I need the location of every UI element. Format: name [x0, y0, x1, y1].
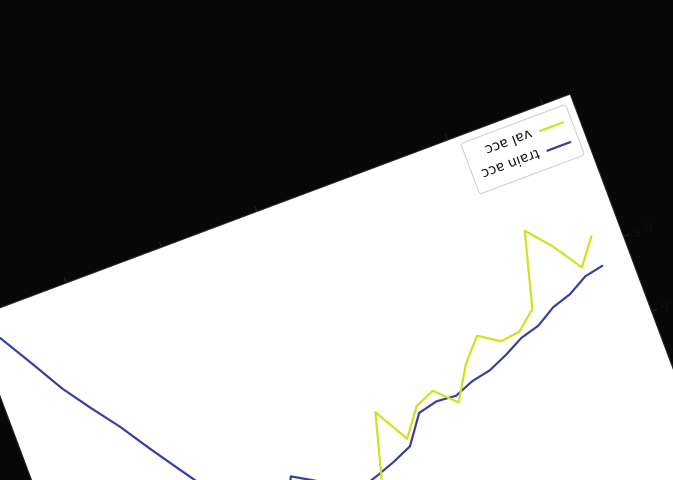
- x-tick-4: [158, 241, 163, 248]
- y-tick-label-1: 0.6: [658, 293, 673, 314]
- x-tick-3: [254, 205, 258, 212]
- y-tick-1: [651, 308, 658, 312]
- series-line-val-acc: [83, 229, 593, 480]
- x-tick-2: [349, 169, 353, 177]
- legend-swatch-1: [538, 121, 565, 133]
- y-tick-0: [623, 233, 630, 237]
- x-tick-1: [444, 134, 448, 141]
- series-line-train-acc: [0, 264, 604, 480]
- x-tick-0: [539, 98, 544, 105]
- legend-swatch-0: [546, 140, 572, 152]
- x-tick-5: [63, 277, 67, 284]
- y-axis: 0.50.60.70.8: [623, 218, 673, 314]
- x-axis-ticks: [63, 98, 544, 284]
- y-tick-label-0: 0.5: [630, 218, 655, 239]
- series-lines: [0, 229, 604, 480]
